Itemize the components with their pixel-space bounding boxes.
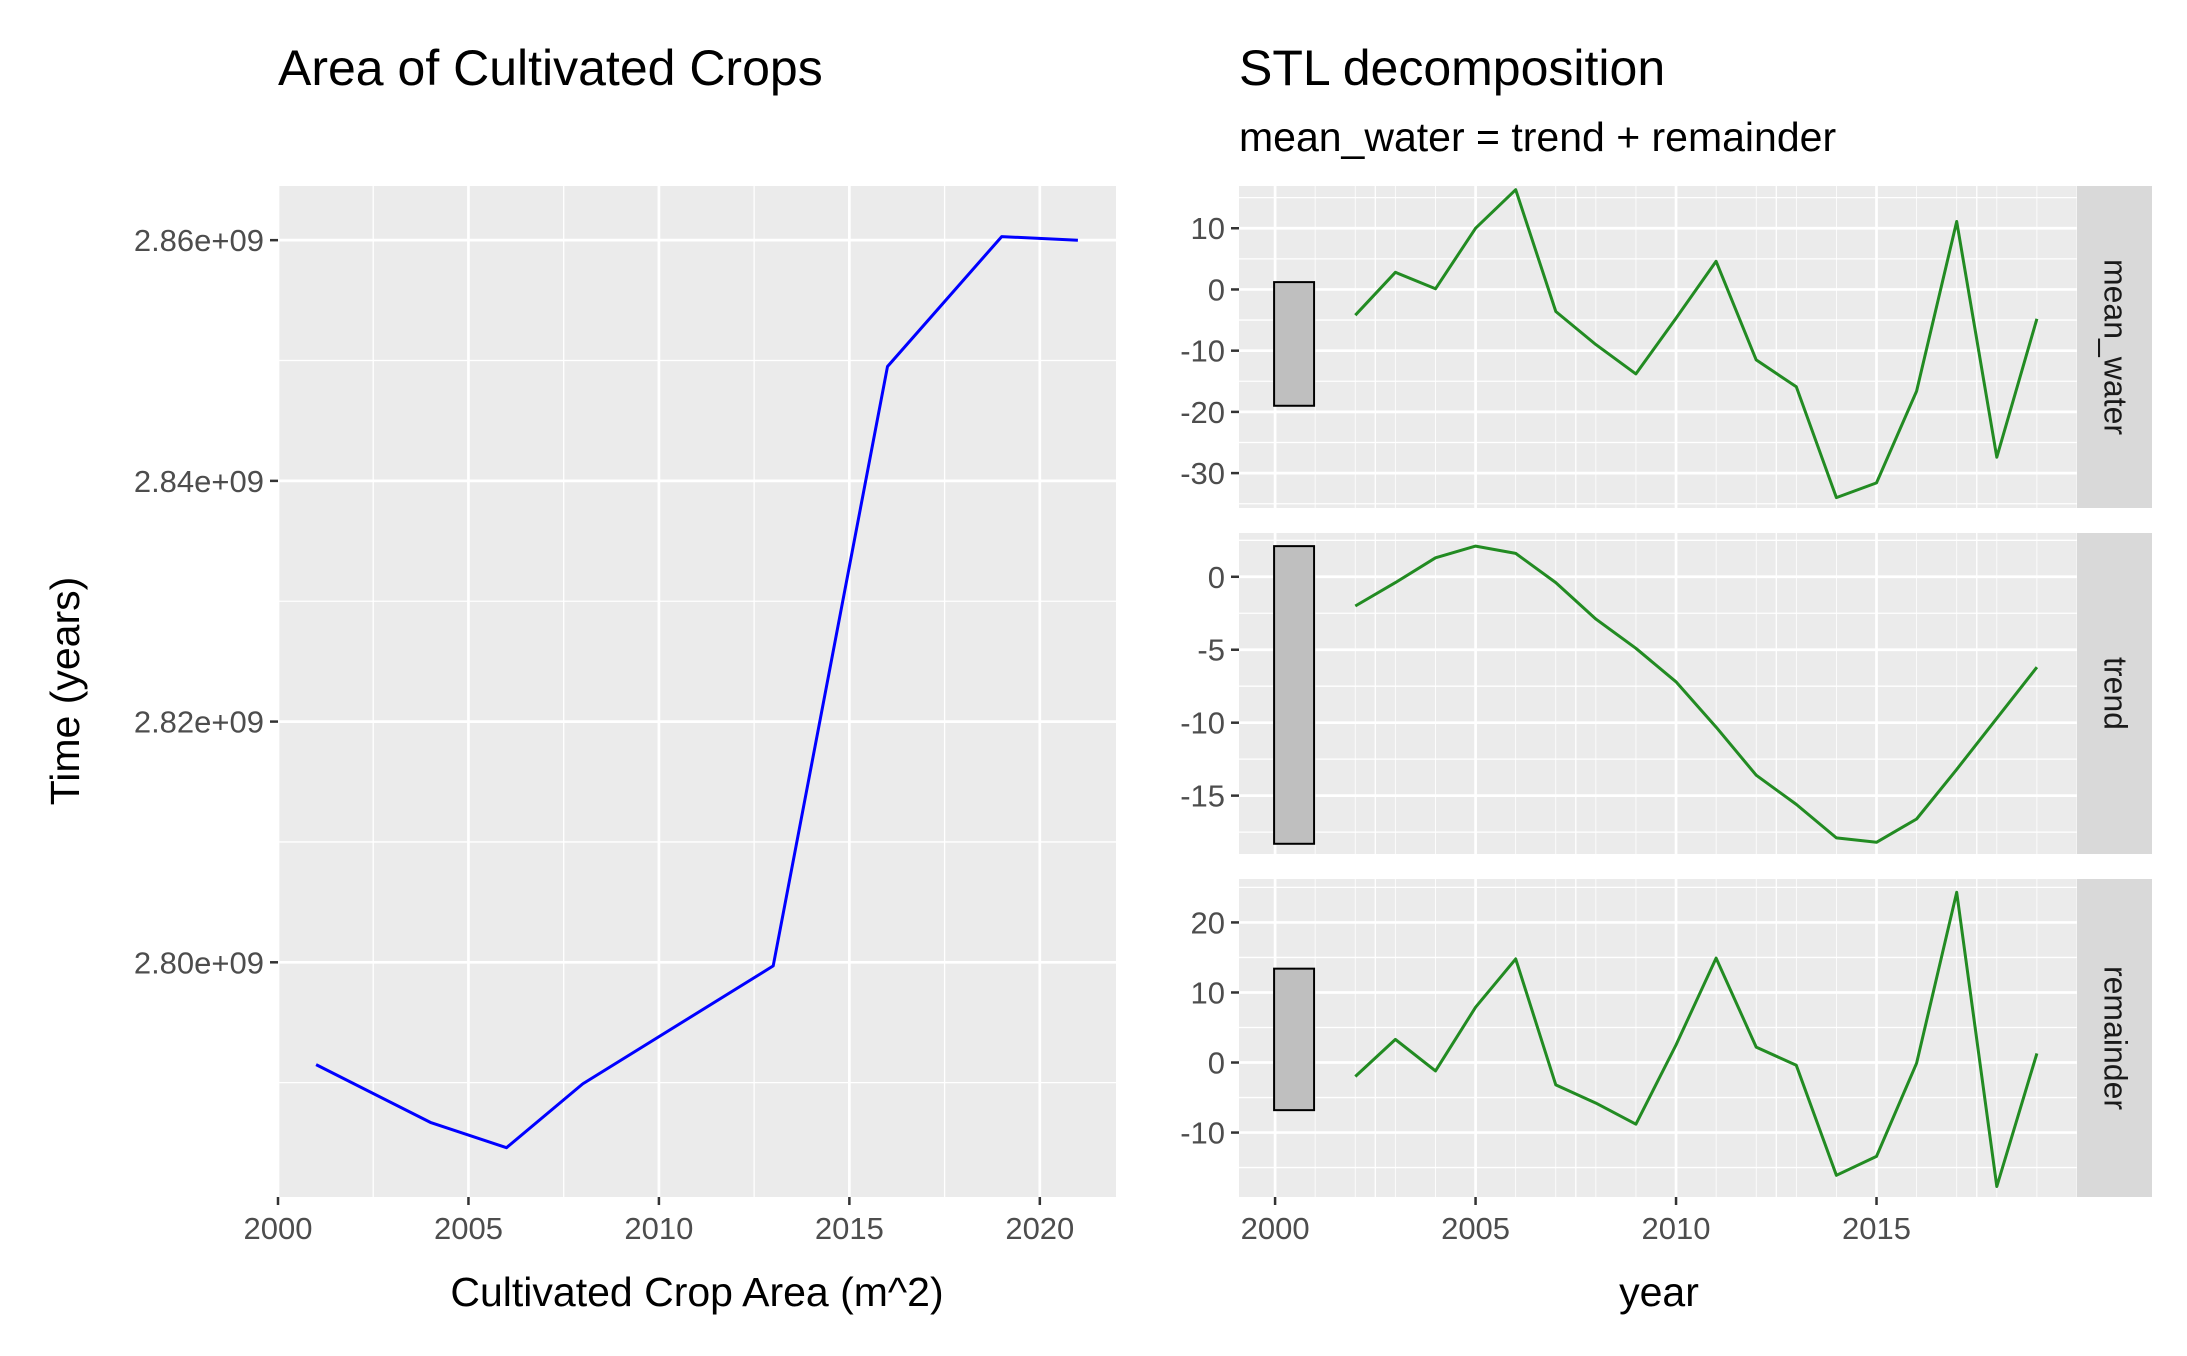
left-y-tick-label: 2.80e+09: [134, 945, 264, 980]
left-y-axis-title: Time (years): [42, 577, 88, 806]
stl-y-tick-label: 10: [1191, 211, 1225, 246]
stl-x-tick-label: 2005: [1441, 1211, 1510, 1246]
left-x-tick-label: 2005: [434, 1211, 503, 1246]
left-plot-panel: [278, 186, 1116, 1197]
stl-scale-bar: [1273, 281, 1316, 407]
stl-strip-label: remainder: [2098, 966, 2134, 1110]
stl-series-line-trend: [1354, 544, 2039, 844]
stl-panel-background: [1239, 186, 2077, 508]
stl-x-tick-label: 2000: [1241, 1211, 1310, 1246]
stl-scale-bar: [1273, 545, 1316, 845]
stl-panel-background: [1239, 533, 2077, 854]
stl-strip-label: trend: [2098, 657, 2134, 730]
right-chart-subtitle: mean_water = trend + remainder: [1239, 114, 1836, 160]
left-x-tick-label: 2010: [624, 1211, 693, 1246]
stl-y-tick-label: -10: [1180, 334, 1225, 369]
left-x-tick-label: 2020: [1005, 1211, 1074, 1246]
left-x-tick-label: 2015: [815, 1211, 884, 1246]
right-x-axis: 2000 2005 2010 2015: [1241, 1197, 1911, 1246]
stl-panels: 10 0 -10 -20 -30 mean_water 0 -5 -10 -15 trend 20 10…: [1180, 186, 2152, 1197]
stl-panel-background: [1239, 879, 2077, 1197]
left-y-tick-label: 2.84e+09: [134, 464, 264, 499]
stl-strip-label: mean_water: [2098, 259, 2134, 435]
right-chart: STL decomposition mean_water = trend + r…: [1180, 40, 2152, 1315]
stl-y-tick-label: -20: [1180, 395, 1225, 430]
stl-y-tick-label: -10: [1180, 706, 1225, 741]
cultivated-crops-line: [315, 235, 1078, 1150]
left-x-axis-title: Cultivated Crop Area (m^2): [450, 1269, 943, 1315]
left-y-axis: 2.80e+09 2.82e+09 2.84e+09 2.86e+09: [134, 223, 278, 980]
stl-facet-strip: [2077, 879, 2152, 1197]
left-gridlines: [276, 186, 1116, 1197]
left-y-tick-label: 2.86e+09: [134, 223, 264, 258]
right-x-axis-title: year: [1619, 1269, 1699, 1315]
stl-scale-bar: [1273, 967, 1316, 1112]
stl-y-tick-label: 0: [1208, 560, 1225, 595]
stl-y-tick-label: 10: [1191, 975, 1225, 1010]
stl-y-tick-label: 0: [1208, 272, 1225, 307]
stl-y-tick-label: -10: [1180, 1116, 1225, 1151]
stl-x-tick-label: 2015: [1842, 1211, 1911, 1246]
stl-panel-remainder: 20 10 0 -10 remainder: [1180, 879, 2152, 1197]
stl-series-line-mean_water: [1354, 188, 2039, 500]
stl-y-tick-label: 0: [1208, 1046, 1225, 1081]
stl-y-tick-label: -30: [1180, 456, 1225, 491]
stl-facet-strip: [2077, 186, 2152, 508]
stl-facet-strip: [2077, 533, 2152, 854]
left-chart: Area of Cultivated Crops 2000 2005 2010 201…: [42, 40, 1116, 1315]
stl-panel-trend: 0 -5 -10 -15 trend: [1180, 533, 2152, 854]
stl-x-tick-label: 2010: [1642, 1211, 1711, 1246]
right-chart-title: STL decomposition: [1239, 40, 1665, 96]
left-series-line: [315, 235, 1078, 1150]
left-chart-title: Area of Cultivated Crops: [278, 40, 823, 96]
left-y-tick-label: 2.82e+09: [134, 705, 264, 740]
stl-y-tick-label: -15: [1180, 779, 1225, 814]
stl-series-line-remainder: [1354, 890, 2039, 1188]
left-x-tick-label: 2000: [244, 1211, 313, 1246]
stl-panel-mean_water: 10 0 -10 -20 -30 mean_water: [1180, 186, 2152, 508]
stl-y-tick-label: 20: [1191, 905, 1225, 940]
left-x-axis: 2000 2005 2010 2015 2020: [244, 1197, 1074, 1246]
stl-y-tick-label: -5: [1197, 633, 1225, 668]
